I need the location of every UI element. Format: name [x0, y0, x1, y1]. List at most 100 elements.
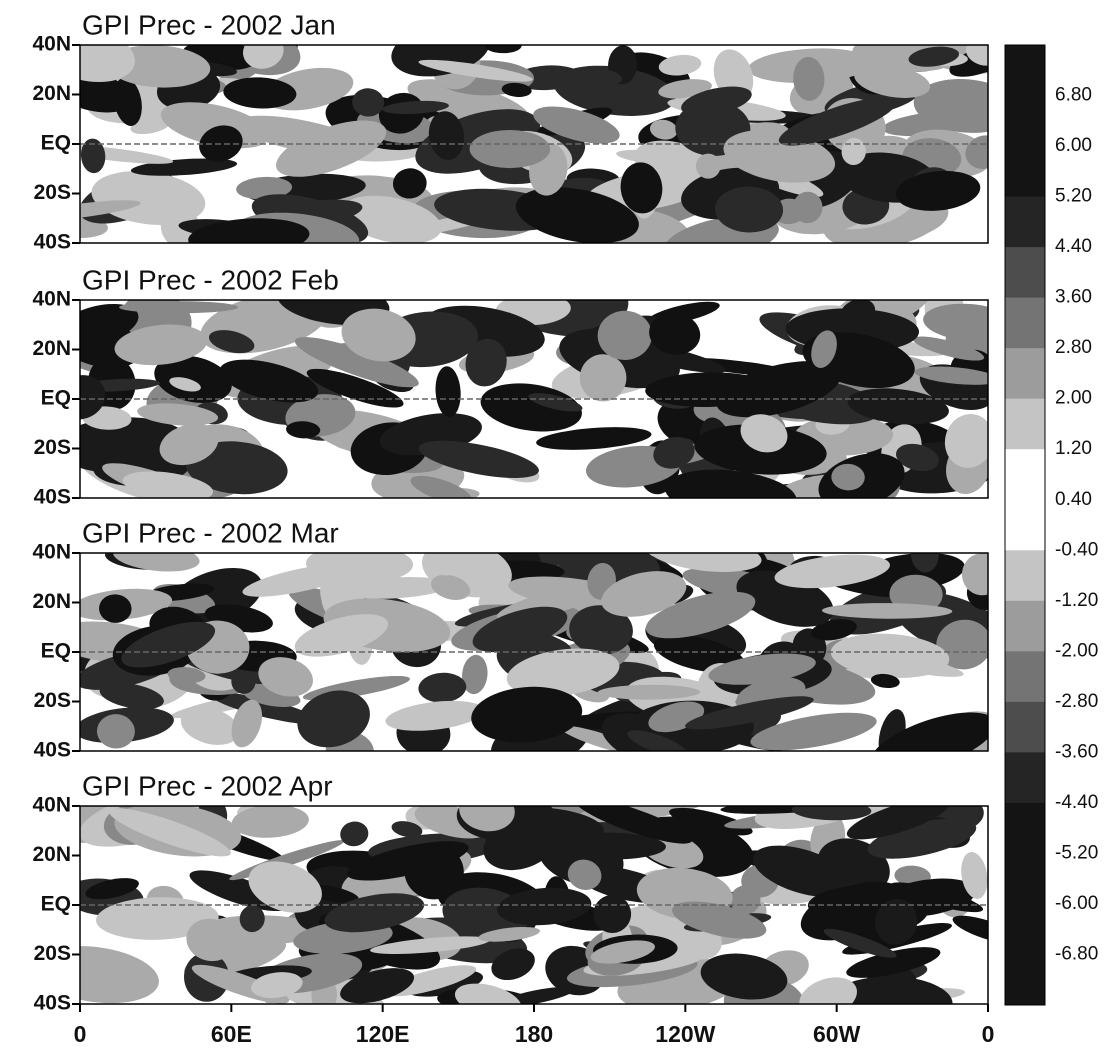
colorbar-segment: [1005, 600, 1045, 652]
lon-label: 60W: [813, 1021, 861, 1047]
precip-blob: [340, 968, 415, 1004]
precip-blob: [910, 553, 939, 573]
colorbar-label: -0.40: [1055, 539, 1098, 560]
precip-blob: [392, 168, 427, 199]
colorbar-label: -6.00: [1055, 893, 1098, 914]
precip-blob: [653, 436, 695, 469]
precip-blob: [823, 928, 897, 958]
precip-blob: [821, 603, 953, 619]
precip-blob: [961, 852, 988, 899]
precip-blob: [645, 591, 756, 639]
precip-blob: [730, 885, 761, 915]
lat-label: 40S: [34, 486, 71, 509]
precip-blob: [231, 806, 309, 838]
precip-blob: [895, 443, 939, 472]
precip-blob: [501, 82, 532, 97]
precip-blob: [914, 366, 988, 385]
colorbar-segment: [1005, 499, 1045, 551]
precip-blob: [208, 330, 255, 354]
precip-blob: [297, 690, 370, 748]
lat-label: 20S: [34, 436, 71, 459]
colorbar-label: -5.20: [1055, 842, 1098, 863]
precip-blob: [536, 427, 652, 450]
precip-blob: [121, 621, 216, 668]
lat-label: EQ: [41, 132, 71, 155]
colorbar-segment: [1005, 297, 1045, 349]
precip-blob: [847, 388, 949, 425]
precip-blob: [799, 977, 857, 1004]
precip-blob: [965, 45, 988, 66]
colorbar-segment: [1005, 398, 1045, 450]
precip-blob: [846, 806, 950, 840]
lat-label: 40N: [32, 794, 71, 817]
precip-blob: [792, 191, 823, 224]
lon-label: 0: [74, 1021, 87, 1047]
map-panel: GPI Prec - 2002 Jan 40N 20N EQ 20S 40S: [32, 9, 989, 254]
lat-label: 40S: [34, 231, 71, 254]
lat-label: EQ: [41, 387, 71, 410]
precip-blob: [601, 571, 687, 617]
colorbar-label: 1.20: [1055, 438, 1092, 459]
lat-label: 20N: [32, 843, 71, 866]
precip-blob: [649, 312, 701, 355]
precip-blob: [471, 686, 583, 743]
precip-blob: [167, 667, 206, 684]
precip-blob: [846, 947, 941, 978]
lon-label: 120W: [655, 1021, 715, 1047]
colorbar-segment: [1005, 903, 1045, 955]
precip-blob: [620, 162, 663, 214]
colorbar-label: 4.40: [1055, 236, 1092, 257]
precip-blob: [186, 918, 235, 962]
colorbar-segment: [1005, 550, 1045, 602]
precip-blob: [658, 54, 702, 76]
precip-blob: [895, 170, 981, 211]
precip-blob: [840, 300, 876, 327]
colorbar-segment: [1005, 196, 1045, 248]
precip-blob: [649, 119, 678, 140]
precip-blob: [472, 606, 568, 653]
colorbar-segment: [1005, 954, 1045, 1006]
precip-blob: [708, 653, 816, 685]
lat-label: 40N: [32, 541, 71, 564]
colorbar-label: 0.40: [1055, 489, 1092, 510]
precip-blob: [180, 707, 240, 745]
map-panel: GPI Prec - 2002 Feb 40N 20N EQ 20S 40S: [32, 264, 989, 509]
precip-blob: [849, 649, 964, 677]
colorbar-frame: [1004, 44, 1046, 1006]
precip-blob: [811, 330, 837, 368]
colorbar-label: -3.60: [1055, 741, 1098, 762]
precip-blob: [575, 68, 622, 86]
colorbar-label: 6.80: [1055, 85, 1092, 106]
precip-blob: [533, 106, 620, 144]
precip-blob: [80, 200, 141, 221]
precip-blob: [944, 413, 988, 468]
precip-blob: [119, 301, 239, 314]
precip-blob: [646, 553, 762, 572]
lon-label: 120E: [356, 1021, 410, 1047]
panel-title: GPI Prec - 2002 Apr: [82, 770, 333, 801]
precip-blob: [700, 953, 788, 1000]
precip-blob: [567, 859, 602, 890]
precip-blob: [431, 574, 471, 600]
precip-blob: [493, 807, 604, 844]
precip-blob: [478, 926, 541, 942]
lat-label: 20S: [34, 689, 71, 712]
precip-blob: [185, 441, 288, 495]
precip-blob: [410, 475, 472, 498]
colorbar-label: 2.80: [1055, 337, 1092, 358]
precip-blob: [936, 619, 988, 670]
precip-blob: [391, 821, 423, 838]
precip-blob: [404, 844, 464, 900]
precip-blob: [294, 614, 389, 657]
precip-blob: [597, 684, 700, 700]
colorbar-segment: [1005, 146, 1045, 198]
precip-blob: [243, 45, 284, 69]
precip-blob: [685, 696, 814, 730]
precip-blob: [890, 882, 984, 913]
precip-blob: [867, 818, 977, 859]
precip-blob: [870, 712, 988, 751]
precip-blob: [382, 100, 449, 114]
colorbar-segment: [1005, 802, 1045, 854]
precip-blob: [428, 553, 492, 576]
